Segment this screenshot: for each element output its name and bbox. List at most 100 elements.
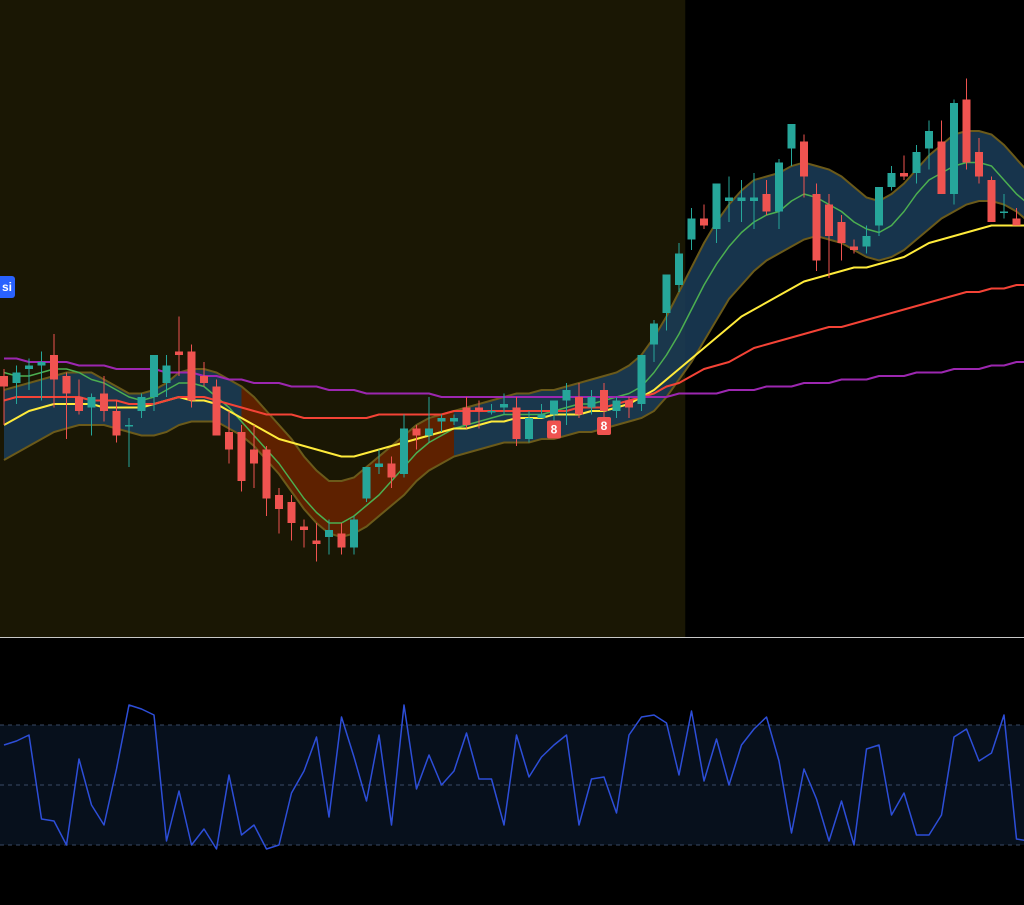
cloud-segment [91,372,104,425]
candle-body [562,390,571,401]
candle-body [287,502,296,523]
cloud-segment [379,446,392,516]
candle [387,456,396,488]
candle-body [625,400,633,408]
cloud-segment [429,414,442,471]
signal-marker-box [597,417,611,435]
candle [375,449,383,474]
candlesticks [0,78,1021,562]
candle [400,414,408,478]
candle [500,393,508,415]
candle-body [187,351,196,401]
candle-body [737,197,746,201]
candle-body [375,463,383,467]
candle-body [900,173,908,177]
candle [437,414,446,432]
cloud-segment [904,169,917,250]
candle [137,393,146,418]
candle [800,134,808,198]
candle [212,379,221,436]
candle-body [312,540,321,544]
cloud-segment [791,162,804,247]
cloud-segment [716,204,729,320]
candle [512,397,521,446]
candle [887,166,896,191]
candle [687,208,696,250]
candle [750,173,758,229]
candle [225,411,233,464]
candle-body [75,397,83,411]
candle [12,365,21,404]
cloud-segment [741,180,754,285]
cloud-lower-edge [3,200,1024,539]
candle-body [612,400,621,411]
indicator-label-badge[interactable]: si [0,276,15,298]
candle [275,488,283,534]
candle-body [712,183,721,229]
candle-body [937,141,946,194]
candle [637,355,646,411]
candle [300,519,308,548]
candle-body [500,404,508,408]
candle [525,411,533,443]
candle [562,383,571,425]
candle [825,194,833,278]
candle [150,355,158,411]
candle-body [437,418,446,422]
candle-body [975,152,983,177]
candle-body [0,376,8,387]
candle-body [250,449,258,464]
candle [25,358,33,390]
candle-body [112,411,121,436]
candle [662,274,671,331]
candle [325,519,333,555]
cloud-segment [304,456,317,523]
cloud-segment [329,481,342,537]
candle-body [200,376,208,383]
candle-body [475,407,483,411]
candle-body [137,397,146,411]
candle-body [875,187,883,226]
candle-body [925,131,933,149]
candle [575,383,583,418]
candle [675,243,683,292]
cloud-segment [579,379,592,432]
candle [975,138,983,184]
cloud-segment [16,383,29,453]
candle-body [262,449,271,499]
cloud-segment [891,183,904,257]
candle-body [600,390,608,411]
candle [162,355,171,397]
cloud-segment [166,372,179,432]
label-badge-text: si [2,280,12,294]
signal-marker-box [547,420,561,439]
candle [487,404,496,415]
cloud-segment [679,267,692,380]
candle-body [650,323,658,345]
candle-body [212,386,221,436]
candle-body [787,124,796,149]
oscillator-pane[interactable] [0,704,1024,850]
candle [850,239,858,254]
cloud-segment [1016,159,1024,218]
candle-body [912,152,921,173]
signal-marker[interactable]: 8 [547,420,561,439]
signal-marker[interactable]: 8 [597,417,611,435]
candle [50,334,58,408]
candle [725,176,733,222]
signal-marker-label: 8 [601,419,608,433]
cloud-segment [704,222,717,341]
candle-body [762,194,771,212]
candle [587,390,596,415]
cloud-segment [316,470,329,534]
candle-body [825,204,833,236]
candle-body [687,218,696,240]
candle-body [275,495,283,509]
candle-body [462,407,471,425]
candle [1000,194,1008,219]
candle-body [225,432,233,450]
cloud-segment [4,386,17,460]
oscillator-line [3,704,1024,850]
